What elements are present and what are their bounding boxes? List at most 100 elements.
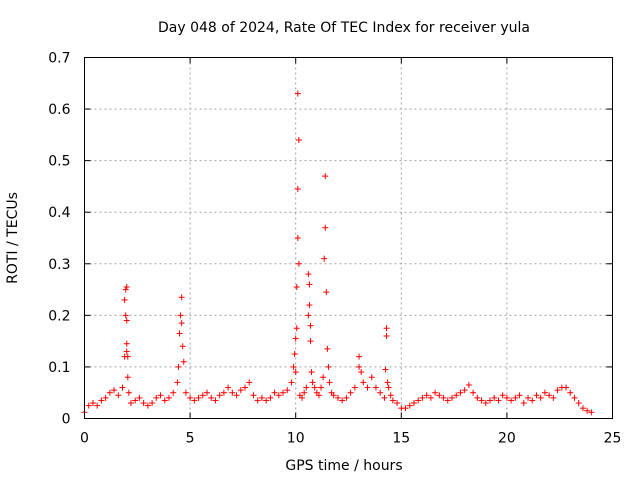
x-tick-label: 20 [498, 431, 516, 447]
data-point [512, 394, 519, 401]
data-point [242, 384, 249, 391]
data-point [301, 389, 308, 396]
plot-frame [84, 57, 613, 419]
data-point [324, 345, 331, 352]
data-point [389, 397, 396, 404]
data-point [326, 379, 333, 386]
data-point [320, 374, 327, 381]
x-axis-label: GPS time / hours [285, 458, 402, 474]
y-tick-label: 0.1 [48, 360, 70, 376]
data-point [246, 379, 253, 386]
data-point [360, 379, 367, 386]
data-point [144, 402, 151, 409]
data-point [461, 387, 468, 394]
chart-title: Day 048 of 2024, Rate Of TEC Index for r… [158, 20, 530, 36]
data-point [106, 389, 113, 396]
data-point [132, 397, 139, 404]
data-point [383, 325, 390, 332]
data-point [351, 384, 358, 391]
data-point [85, 402, 92, 409]
data-point [229, 389, 236, 396]
data-point [567, 389, 574, 396]
data-point [299, 394, 306, 401]
data-point [372, 384, 379, 391]
data-point [121, 296, 128, 303]
data-point [444, 397, 451, 404]
data-point [263, 397, 270, 404]
data-point [199, 392, 206, 399]
data-point [440, 394, 447, 401]
y-tick-label: 0.6 [48, 102, 70, 118]
data-point [123, 348, 130, 355]
data-point [487, 397, 494, 404]
data-point [284, 387, 291, 394]
data-point [267, 394, 274, 401]
data-point [178, 294, 185, 301]
y-tick-label: 0.2 [48, 308, 70, 324]
data-point [537, 394, 544, 401]
data-point [525, 394, 532, 401]
data-point [250, 392, 257, 399]
data-point [406, 402, 413, 409]
data-point [382, 366, 389, 373]
data-point [579, 405, 586, 412]
data-point [385, 384, 392, 391]
data-point [554, 387, 561, 394]
data-point [474, 394, 481, 401]
grid [84, 57, 613, 419]
data-point [334, 394, 341, 401]
data-point [216, 392, 223, 399]
data-point [187, 394, 194, 401]
y-tick-label: 0 [62, 412, 71, 428]
data-point [136, 394, 143, 401]
data-point [288, 379, 295, 386]
data-point [119, 384, 126, 391]
y-tick-label: 0.3 [48, 257, 70, 273]
data-point [178, 320, 185, 327]
data-point [125, 389, 132, 396]
data-point [149, 400, 156, 407]
data-point [419, 394, 426, 401]
data-point [588, 409, 595, 416]
data-point [321, 255, 328, 262]
data-point [305, 271, 312, 278]
data-point [465, 381, 472, 388]
data-point [470, 389, 477, 396]
x-tick-label: 15 [392, 431, 410, 447]
data-point [356, 363, 363, 370]
data-point [394, 400, 401, 407]
data-point [306, 281, 313, 288]
data-point [308, 369, 315, 376]
data-point [94, 402, 101, 409]
data-point [174, 379, 181, 386]
data-point [89, 400, 96, 407]
data-point [292, 369, 299, 376]
data-point [291, 351, 298, 358]
data-point [307, 338, 314, 345]
data-point [499, 392, 506, 399]
data-point [563, 384, 570, 391]
data-point [122, 286, 129, 293]
data-point [339, 397, 346, 404]
data-point [153, 394, 160, 401]
data-point [275, 392, 282, 399]
data-point [306, 302, 313, 309]
data-point [111, 387, 118, 394]
data-point [294, 235, 301, 241]
data-point [123, 340, 130, 347]
data-point [175, 363, 182, 370]
data-point [448, 394, 455, 401]
data-point [140, 400, 147, 407]
data-point [387, 392, 394, 399]
data-point [529, 397, 536, 404]
data-point [271, 389, 278, 396]
data-points [81, 90, 595, 416]
data-point [309, 379, 316, 386]
data-point [516, 392, 523, 399]
data-point [127, 400, 134, 407]
data-point [124, 353, 131, 360]
data-point [123, 283, 130, 290]
data-point [356, 353, 363, 360]
data-point [293, 325, 300, 332]
